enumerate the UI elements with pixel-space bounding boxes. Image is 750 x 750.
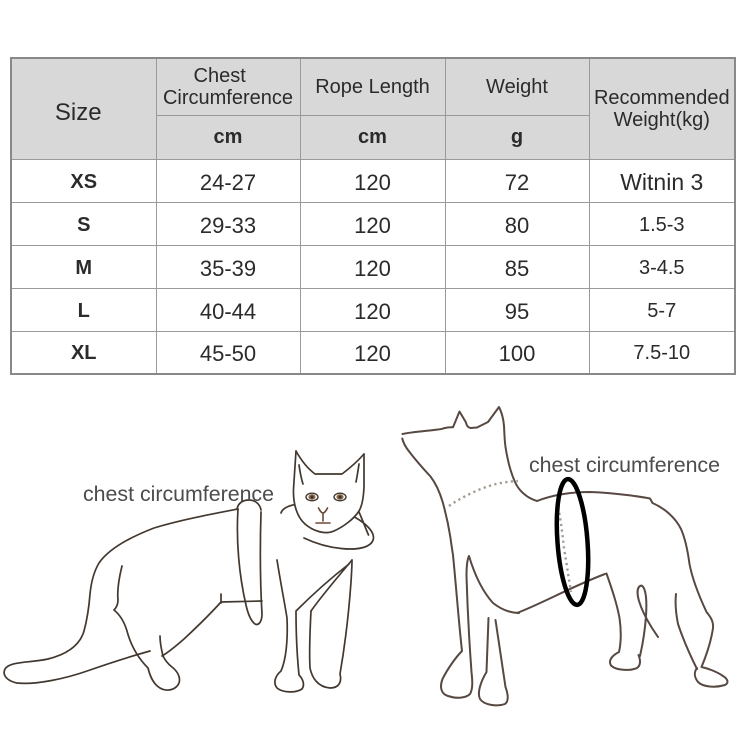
svg-text:chest circumference: chest circumference bbox=[83, 482, 274, 506]
svg-text:chest circumference: chest circumference bbox=[529, 453, 720, 477]
